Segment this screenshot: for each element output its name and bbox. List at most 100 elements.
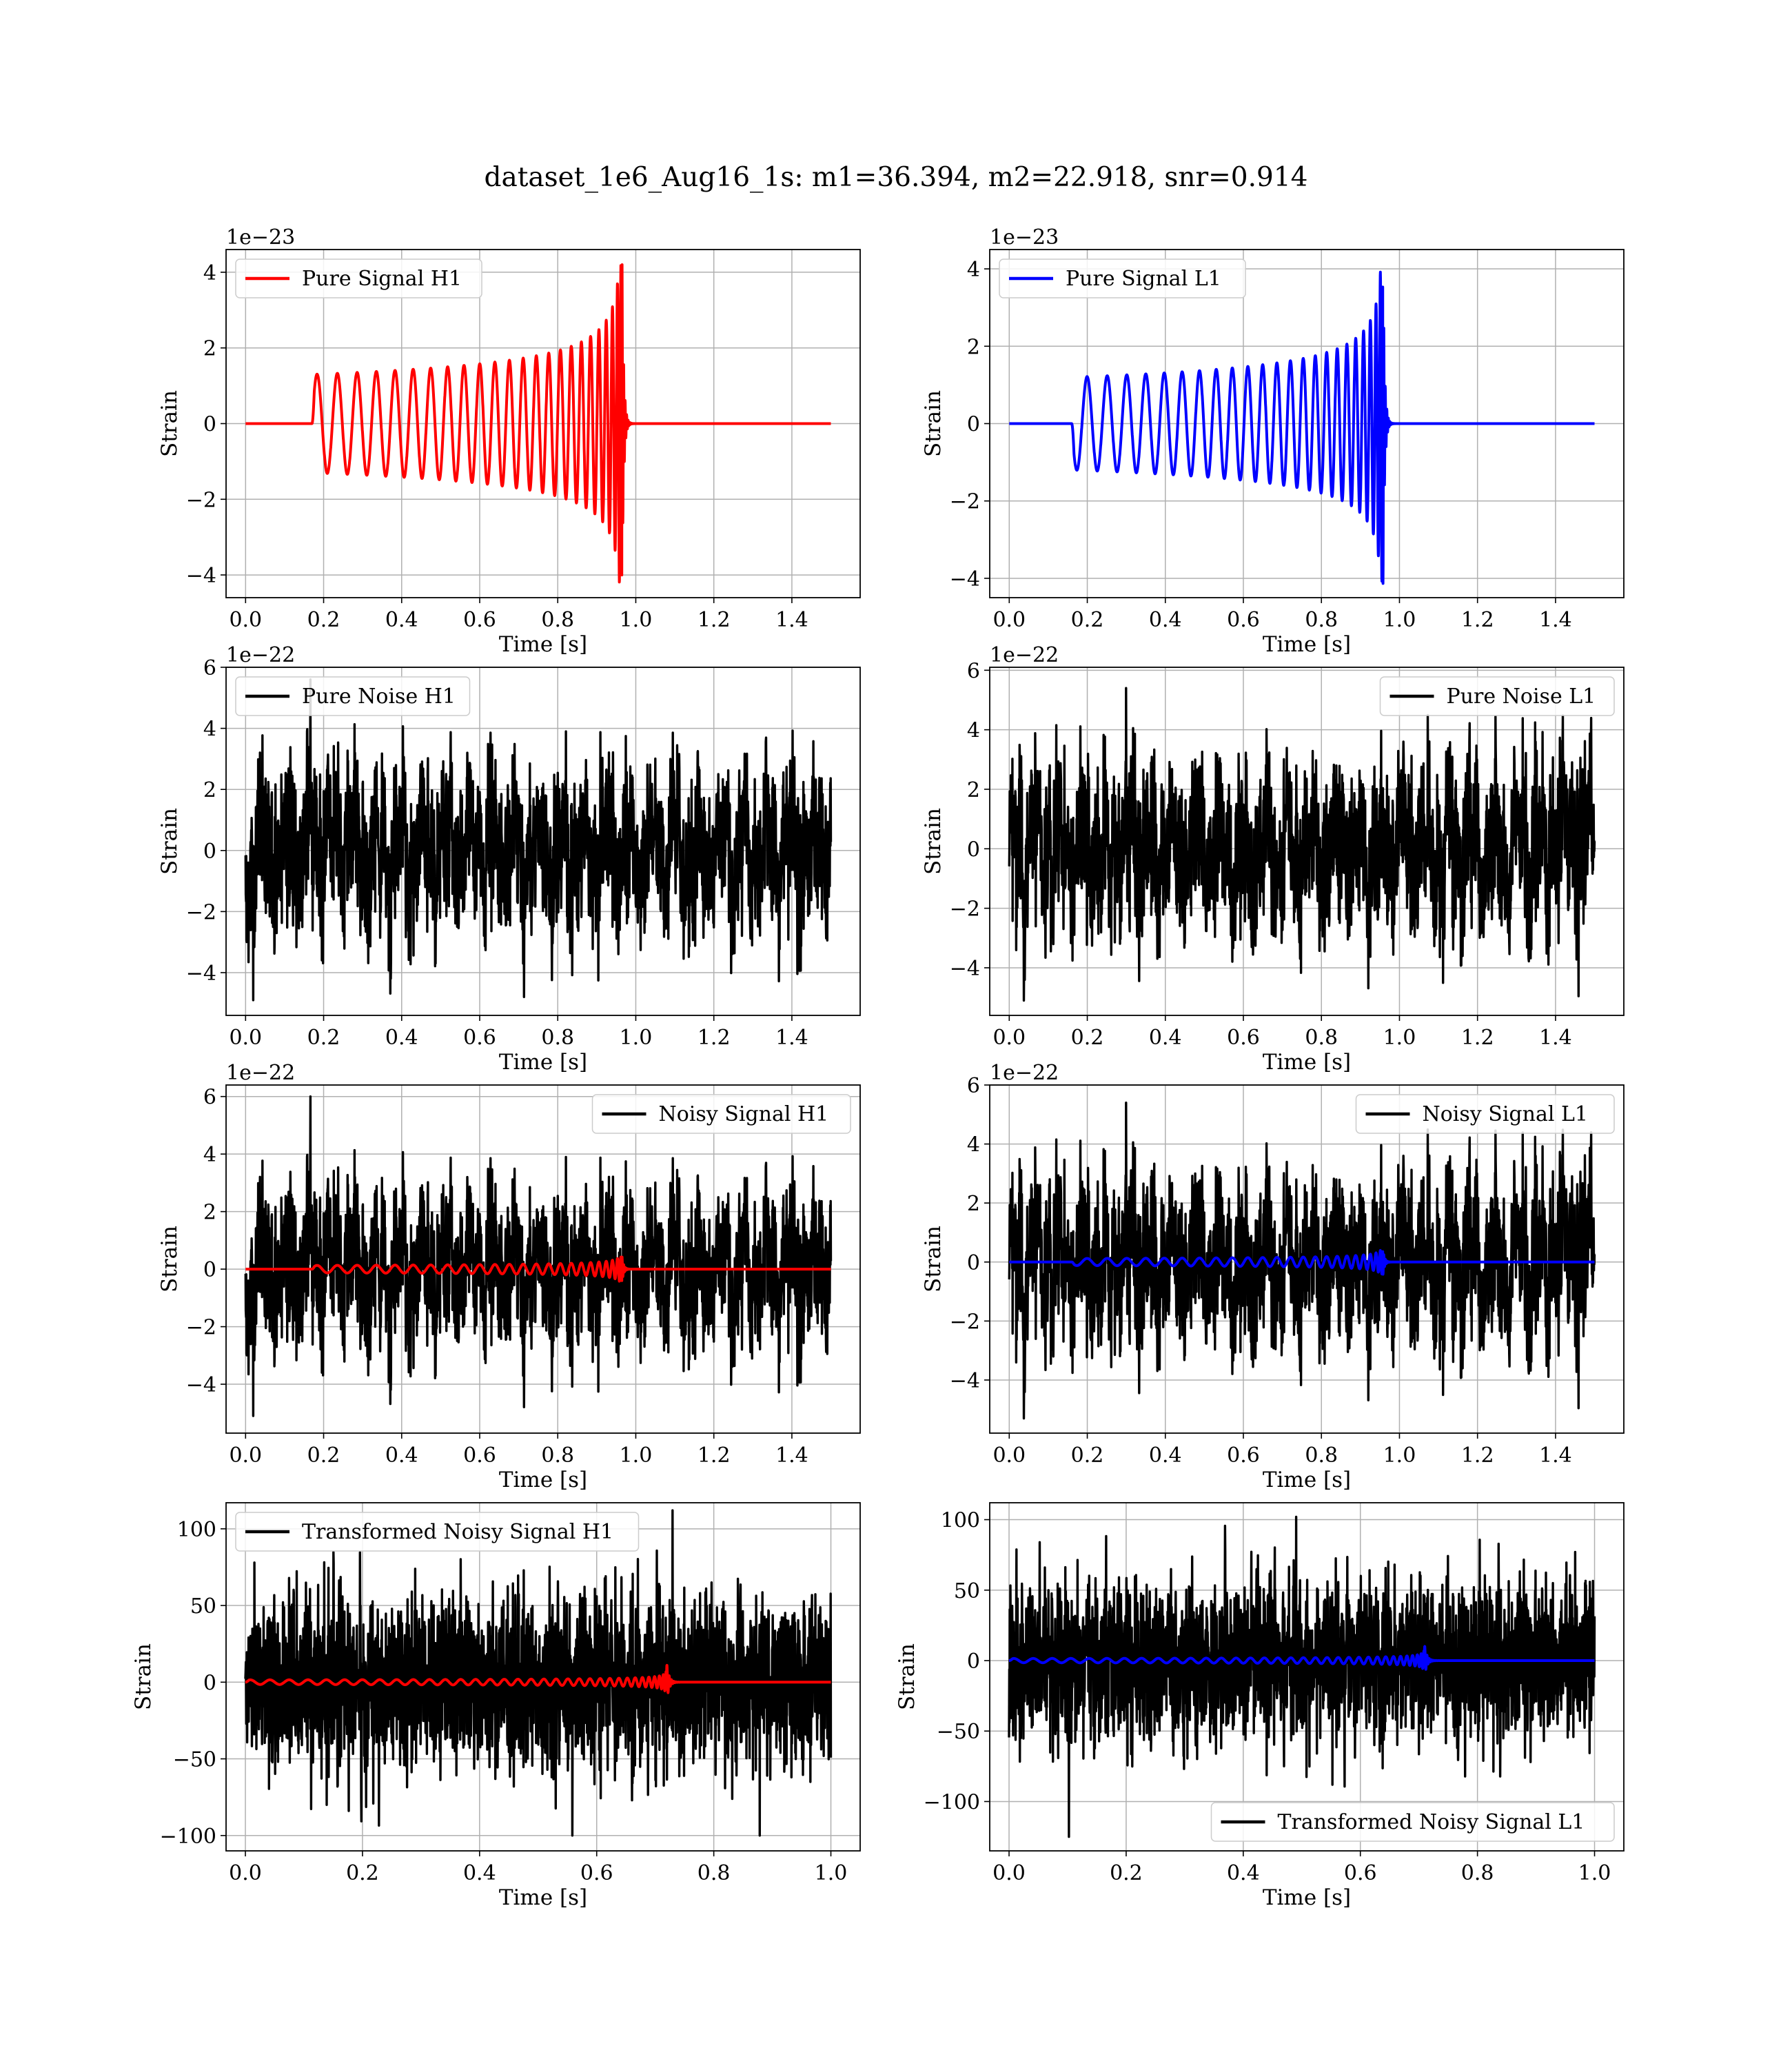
legend: Noisy Signal L1 bbox=[1355, 1094, 1615, 1134]
y-axis-label: Strain bbox=[157, 1226, 182, 1292]
figure-title: dataset_1e6_Aug16_1s: m1=36.394, m2=22.9… bbox=[485, 162, 1308, 193]
plot-area bbox=[244, 1095, 833, 1417]
x-tick-label: 0.8 bbox=[1305, 608, 1338, 632]
y-tick-label: 6 bbox=[203, 656, 216, 680]
plot-area bbox=[1008, 1102, 1596, 1420]
legend-label: Pure Signal L1 bbox=[1066, 267, 1221, 291]
legend-label: Noisy Signal L1 bbox=[1423, 1102, 1588, 1126]
subplot-grid: 0.0 0.2 0.4 0.6 0.8 1.0 1.2 1.4 −4 −2 0 2 4 Time [s] S… bbox=[131, 225, 1625, 1910]
y-axis-label: Strain bbox=[157, 390, 182, 457]
y-tick-label: 6 bbox=[967, 1074, 980, 1098]
legend: Pure Signal L1 bbox=[999, 258, 1246, 298]
axes-frame bbox=[225, 1084, 861, 1434]
legend-box bbox=[235, 258, 482, 298]
x-tick-label: 1.4 bbox=[1539, 608, 1572, 632]
x-tick-label: 0.8 bbox=[541, 608, 574, 632]
legend: Transformed Noisy Signal L1 bbox=[1210, 1802, 1615, 1842]
legend-label: Pure Signal H1 bbox=[302, 267, 462, 291]
subplot-noisy-signal-h1: 0.0 0.2 0.4 0.6 0.8 1.0 1.2 1.4 −4 −2 0 2 4 6 Time [s]… bbox=[157, 1061, 861, 1492]
x-axis-label: Time [s] bbox=[1263, 1468, 1351, 1492]
subplot-transformed-l1: 0.0 0.2 0.4 0.6 0.8 1.0 −100 −50 0 50 100 Time [s] S… bbox=[895, 1502, 1625, 1910]
x-tick-label: 0.2 bbox=[307, 608, 340, 632]
y-tick-label: 6 bbox=[967, 659, 980, 683]
x-tick-label: 1.0 bbox=[620, 1443, 653, 1468]
y-axis-label: Strain bbox=[895, 1643, 919, 1710]
x-tick-label: 0.0 bbox=[992, 1443, 1026, 1468]
legend-label: Pure Noise H1 bbox=[302, 685, 456, 709]
y-tick-label: 0 bbox=[967, 838, 980, 862]
x-tick-label: 0.2 bbox=[346, 1861, 379, 1885]
x-tick-label: 0.4 bbox=[463, 1861, 496, 1885]
x-tick-label: 0.2 bbox=[307, 1026, 340, 1050]
y-tick-label: 0 bbox=[203, 413, 216, 437]
subplot-pure-signal-h1: 0.0 0.2 0.4 0.6 0.8 1.0 1.2 1.4 −4 −2 0 2 4 Time [s] S… bbox=[157, 225, 861, 657]
x-tick-label: 1.4 bbox=[775, 1026, 808, 1050]
legend: Transformed Noisy Signal H1 bbox=[235, 1512, 640, 1552]
y-tick-label: 0 bbox=[203, 1671, 216, 1695]
x-tick-label: 1.0 bbox=[1383, 608, 1416, 632]
x-tick-label: 1.2 bbox=[698, 1026, 731, 1050]
y-tick-label: −2 bbox=[950, 1310, 980, 1334]
x-tick-label: 0.8 bbox=[541, 1443, 574, 1468]
y-tick-label: 4 bbox=[203, 718, 216, 742]
legend-box bbox=[1379, 676, 1615, 716]
series-line-1 bbox=[244, 1095, 833, 1417]
legend: Pure Signal H1 bbox=[235, 258, 482, 298]
x-tick-label: 1.4 bbox=[1539, 1026, 1572, 1050]
x-tick-label: 0.0 bbox=[229, 1861, 262, 1885]
series-line-1 bbox=[1008, 687, 1596, 1002]
y-tick-label: 2 bbox=[203, 1201, 216, 1225]
y-tick-label: 4 bbox=[967, 719, 980, 743]
x-axis-label: Time [s] bbox=[499, 1468, 587, 1492]
y-tick-label: −4 bbox=[186, 962, 216, 986]
x-tick-label: 0.0 bbox=[229, 608, 262, 632]
y-axis-label: Strain bbox=[131, 1643, 156, 1710]
x-axis-label: Time [s] bbox=[1263, 1050, 1351, 1075]
y-axis-label: Strain bbox=[921, 390, 946, 457]
axes-frame bbox=[225, 667, 861, 1016]
series-line-1 bbox=[244, 263, 833, 584]
x-tick-label: 0.4 bbox=[1149, 1026, 1182, 1050]
x-tick-label: 0.0 bbox=[229, 1026, 262, 1050]
x-tick-label: 0.2 bbox=[307, 1443, 340, 1468]
legend: Pure Noise L1 bbox=[1379, 676, 1615, 716]
x-tick-label: 0.8 bbox=[1305, 1026, 1338, 1050]
legend-label: Pure Noise L1 bbox=[1447, 685, 1596, 709]
y-axis-label: Strain bbox=[157, 808, 182, 875]
y-tick-label: 2 bbox=[967, 1192, 980, 1216]
axes-frame bbox=[989, 667, 1625, 1016]
plot-area bbox=[1008, 270, 1596, 585]
y-tick-label: −4 bbox=[950, 1369, 980, 1393]
y-tick-label: 2 bbox=[967, 778, 980, 802]
y-tick-label: −4 bbox=[186, 564, 216, 588]
subplot-transformed-h1: 0.0 0.2 0.4 0.6 0.8 1.0 −100 −50 0 50 100 Time [s] S… bbox=[131, 1502, 861, 1910]
y-tick-label: 0 bbox=[967, 1650, 980, 1674]
x-tick-label: 1.4 bbox=[1539, 1443, 1572, 1468]
legend-box bbox=[999, 258, 1246, 298]
axes-frame bbox=[989, 1084, 1625, 1434]
x-tick-label: 1.0 bbox=[1383, 1026, 1416, 1050]
series-line-1 bbox=[1008, 1515, 1596, 1838]
y-tick-label: 2 bbox=[203, 778, 216, 802]
series-line-2 bbox=[1008, 1249, 1596, 1276]
y-tick-label: −4 bbox=[186, 1373, 216, 1397]
axes-frame bbox=[989, 1502, 1625, 1852]
x-tick-label: 0.2 bbox=[1071, 608, 1104, 632]
x-tick-label: 1.2 bbox=[1461, 1443, 1494, 1468]
y-tick-label: −2 bbox=[950, 490, 980, 514]
legend-box bbox=[591, 1094, 851, 1134]
x-tick-label: 0.4 bbox=[1149, 608, 1182, 632]
x-tick-label: 1.0 bbox=[620, 608, 653, 632]
y-tick-label: −50 bbox=[173, 1748, 216, 1772]
legend: Noisy Signal H1 bbox=[591, 1094, 851, 1134]
series-line-2 bbox=[244, 1663, 833, 1694]
x-tick-label: 0.2 bbox=[1071, 1026, 1104, 1050]
plot-area bbox=[244, 678, 833, 1002]
y-tick-label: −2 bbox=[186, 900, 216, 924]
y-tick-label: 2 bbox=[203, 337, 216, 361]
x-tick-label: 1.4 bbox=[775, 1443, 808, 1468]
x-tick-label: 1.0 bbox=[815, 1861, 848, 1885]
x-tick-label: 0.6 bbox=[580, 1861, 613, 1885]
series-line-1 bbox=[1008, 270, 1596, 585]
